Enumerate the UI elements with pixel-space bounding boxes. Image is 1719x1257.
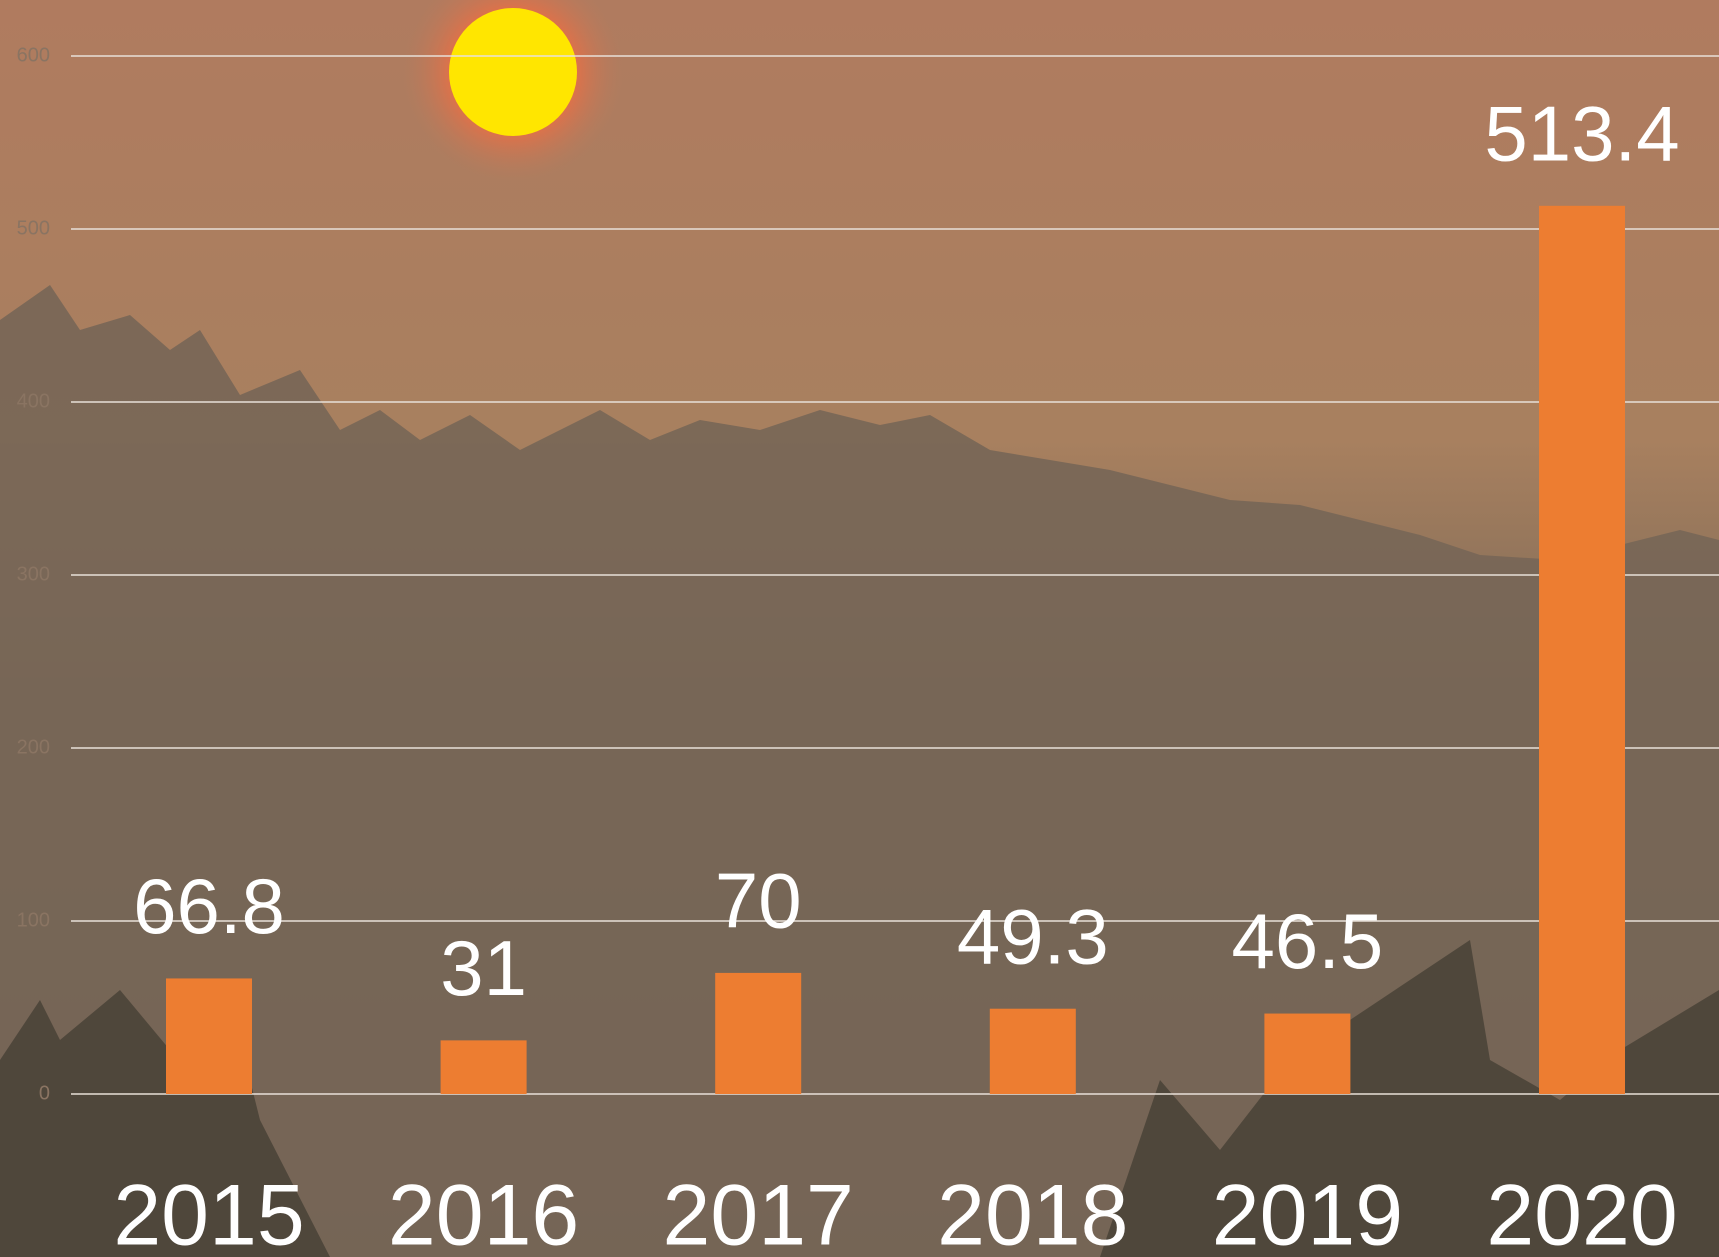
x-tick-label: 2019 [1212, 1168, 1403, 1257]
bar [990, 1009, 1076, 1094]
bar [1539, 206, 1625, 1094]
bar [1264, 1014, 1350, 1094]
y-tick-label: 100 [17, 909, 50, 931]
sun [449, 8, 577, 136]
y-tick-label: 300 [17, 563, 50, 585]
chart: 0 100 200 300 400 500 600 66.8 2015 31 2016 70 2017 4… [0, 0, 1719, 1257]
x-tick-label: 2017 [663, 1168, 854, 1257]
bar [715, 973, 801, 1094]
y-tick-label: 500 [17, 217, 50, 239]
value-label: 70 [715, 857, 802, 945]
y-tick-label: 400 [17, 390, 50, 412]
value-label: 46.5 [1231, 897, 1383, 985]
page: {"chart_data": {"type": "bar", "categori… [0, 0, 1719, 1257]
y-tick-label: 0 [39, 1082, 50, 1104]
value-label: 49.3 [957, 892, 1109, 980]
y-tick-label: 600 [17, 44, 50, 66]
bar [441, 1040, 527, 1094]
x-tick-label: 2020 [1486, 1168, 1677, 1257]
bar [166, 978, 252, 1094]
x-tick-label: 2018 [937, 1168, 1128, 1257]
value-label: 66.8 [133, 862, 285, 950]
y-tick-label: 200 [17, 736, 50, 758]
x-tick-label: 2015 [113, 1168, 304, 1257]
value-label: 31 [440, 924, 527, 1012]
value-label: 513.4 [1484, 89, 1679, 177]
x-tick-label: 2016 [388, 1168, 579, 1257]
